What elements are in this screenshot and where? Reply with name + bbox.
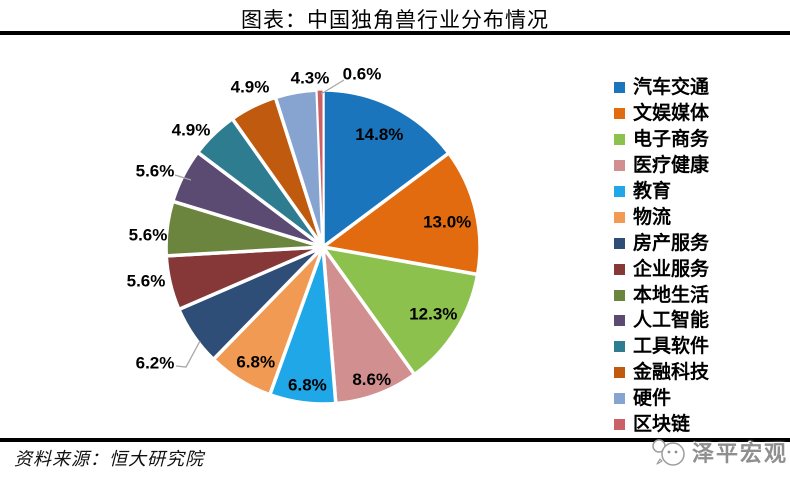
label-leader-line xyxy=(175,340,201,368)
legend-item: 物流 xyxy=(614,204,709,230)
legend-swatch-icon xyxy=(614,134,625,146)
legend-item: 硬件 xyxy=(614,386,709,412)
legend-label: 教育 xyxy=(633,181,672,202)
pie-slice-0 xyxy=(321,88,451,249)
legend-item: 文娱媒体 xyxy=(614,101,709,127)
legend-swatch-icon xyxy=(614,211,625,223)
zeping-logo-icon xyxy=(652,439,685,466)
legend-label: 工具软件 xyxy=(633,336,710,358)
legend-label: 医疗健康 xyxy=(633,155,710,177)
legend-label: 人工智能 xyxy=(633,310,710,332)
legend-label: 汽车交通 xyxy=(633,77,710,99)
legend-swatch-icon xyxy=(614,419,625,431)
slice-label: 4.9% xyxy=(231,78,270,97)
legend-swatch-icon xyxy=(614,263,625,275)
legend-swatch-icon xyxy=(614,393,625,405)
legend-label: 物流 xyxy=(633,206,672,228)
figure-title: 图表：中国独角兽行业分布情况 xyxy=(241,8,549,32)
legend-swatch-icon xyxy=(614,341,625,353)
legend-label: 硬件 xyxy=(633,388,672,410)
slice-label: 13.0% xyxy=(423,213,471,232)
legend-item: 区块链 xyxy=(614,412,709,438)
legend-item: 企业服务 xyxy=(614,256,709,282)
slice-label: 5.6% xyxy=(136,162,175,181)
legend-item: 电子商务 xyxy=(614,127,709,153)
slice-label: 4.3% xyxy=(291,69,330,88)
watermark: 泽平宏观 xyxy=(648,436,788,468)
slice-label: 6.2% xyxy=(136,354,175,373)
legend-item: 本地生活 xyxy=(614,282,709,308)
label-leader-line xyxy=(320,79,345,95)
slice-label: 5.6% xyxy=(129,226,168,245)
legend-swatch-icon xyxy=(614,315,625,327)
legend-item: 金融科技 xyxy=(614,360,709,386)
source-note: 资料来源：恒大研究院 xyxy=(14,449,204,469)
watermark-text: 泽平宏观 xyxy=(691,441,788,466)
slice-label: 14.8% xyxy=(355,125,403,144)
chart-legend: 汽车交通文娱媒体电子商务医疗健康教育物流房产服务企业服务本地生活人工智能工具软件… xyxy=(614,75,709,437)
slice-label: 0.6% xyxy=(343,65,382,84)
legend-item: 工具软件 xyxy=(614,334,709,360)
legend-label: 本地生活 xyxy=(633,284,710,306)
label-leader-line xyxy=(174,174,192,181)
legend-item: 医疗健康 xyxy=(614,153,709,179)
top-divider xyxy=(0,31,790,35)
slice-label: 6.8% xyxy=(288,376,327,395)
legend-label: 区块链 xyxy=(633,414,691,436)
legend-swatch-icon xyxy=(614,289,625,301)
legend-swatch-icon xyxy=(614,160,625,172)
pie-slice-2 xyxy=(321,245,480,377)
pie-slice-1 xyxy=(321,151,482,277)
legend-item: 汽车交通 xyxy=(614,75,709,101)
bottom-divider xyxy=(0,438,790,442)
legend-swatch-icon xyxy=(614,367,625,379)
legend-label: 金融科技 xyxy=(633,362,710,384)
slice-label: 8.6% xyxy=(352,370,391,389)
legend-swatch-icon xyxy=(614,186,625,197)
legend-label: 房产服务 xyxy=(633,232,710,254)
slice-label: 12.3% xyxy=(409,305,457,324)
legend-item: 房产服务 xyxy=(614,230,709,256)
slice-label: 5.6% xyxy=(127,272,166,291)
legend-swatch-icon xyxy=(614,82,625,94)
legend-item: 教育 xyxy=(614,179,709,205)
legend-label: 文娱媒体 xyxy=(633,103,710,125)
legend-item: 人工智能 xyxy=(614,308,709,334)
legend-label: 企业服务 xyxy=(633,258,710,280)
legend-swatch-icon xyxy=(614,237,625,249)
slice-label: 6.8% xyxy=(236,353,275,372)
legend-label: 电子商务 xyxy=(633,129,710,151)
pie-slice-13 xyxy=(316,89,324,248)
slice-label: 4.9% xyxy=(172,121,211,140)
legend-swatch-icon xyxy=(614,108,625,120)
